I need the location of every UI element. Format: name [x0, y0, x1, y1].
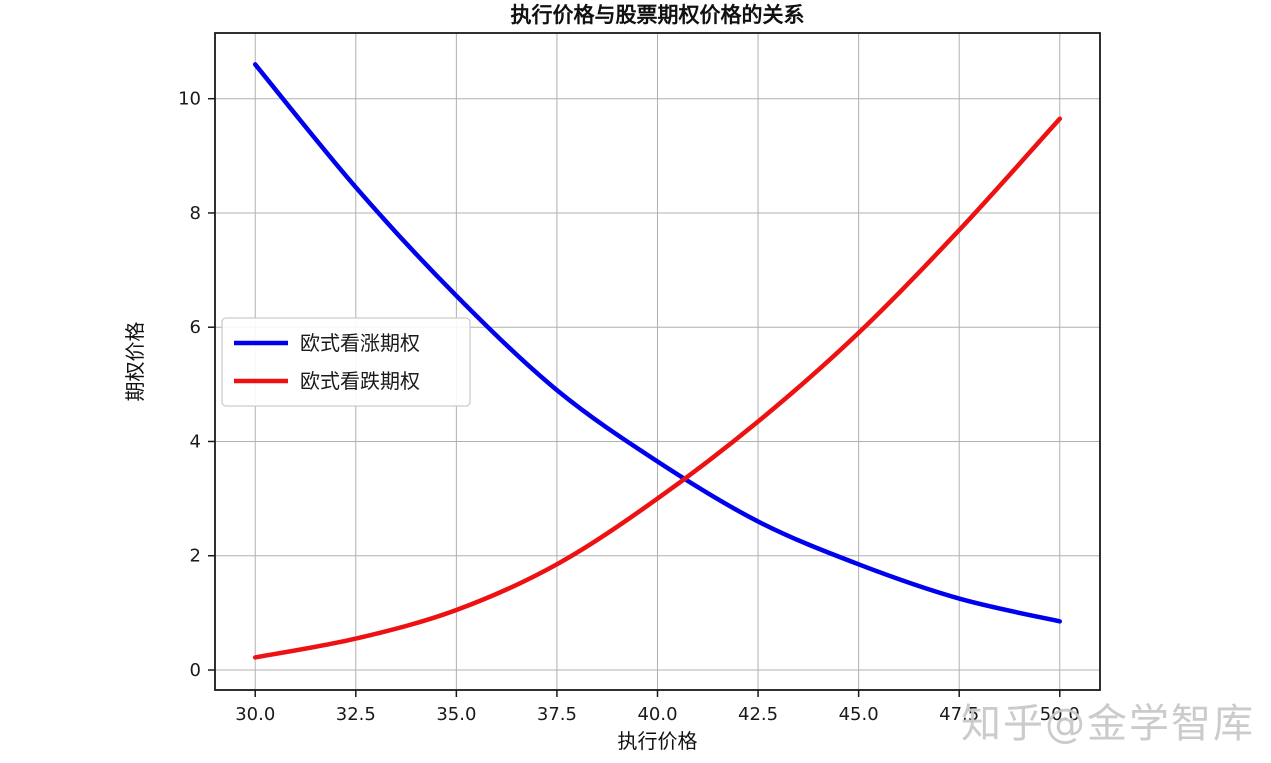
chart-title: 执行价格与股票期权价格的关系	[511, 3, 805, 27]
x-tick-label: 45.0	[839, 704, 879, 725]
series-line-1	[252, 116, 1063, 660]
x-tick-label: 30.0	[235, 704, 275, 725]
x-tick-label: 32.5	[336, 704, 376, 725]
x-tick-label: 37.5	[537, 704, 577, 725]
legend-label-1: 欧式看跌期权	[300, 369, 420, 393]
y-tick-label: 6	[190, 317, 201, 338]
legend	[221, 317, 471, 407]
x-tick-label: 50.0	[1040, 704, 1080, 725]
x-tick-label: 42.5	[738, 704, 778, 725]
y-tick-label: 8	[190, 203, 201, 224]
y-tick-label: 4	[190, 431, 201, 452]
x-axis-label: 执行价格	[618, 729, 698, 753]
legend-label-0: 欧式看涨期权	[300, 331, 420, 355]
y-tick-label: 10	[178, 89, 201, 110]
x-tick-label: 47.5	[939, 704, 979, 725]
x-tick-label: 35.0	[436, 704, 476, 725]
y-tick-label: 2	[190, 546, 201, 567]
series-line-0	[252, 62, 1063, 624]
y-tick-label: 0	[190, 660, 201, 681]
x-tick-label: 40.0	[637, 704, 677, 725]
y-axis-label: 期权价格	[123, 322, 147, 402]
